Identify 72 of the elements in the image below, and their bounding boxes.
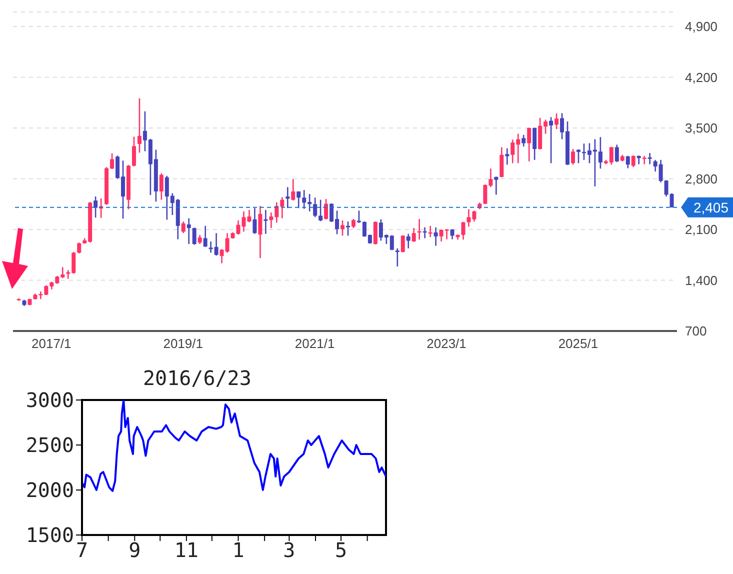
x-tick-label: 9 (128, 538, 141, 562)
x-tick-label: 2017/1 (32, 336, 72, 352)
candlestick (198, 234, 202, 245)
candlestick (318, 199, 323, 222)
y-tick-label: 700 (685, 324, 707, 339)
candlestick (505, 148, 510, 166)
candlestick (532, 126, 537, 161)
candlestick (132, 136, 136, 168)
candlestick (286, 186, 290, 209)
line-series (82, 400, 386, 492)
candlestick (554, 112, 559, 130)
y-tick-label: 4,200 (685, 70, 718, 85)
x-tick-label: 7 (76, 538, 88, 562)
candlestick (137, 98, 142, 154)
candlestick (264, 209, 268, 234)
candlestick (159, 172, 164, 200)
candlestick (522, 134, 526, 148)
y-tick-label: 1,400 (685, 272, 718, 288)
y-tick-label: 2000 (26, 478, 74, 502)
candlestick (570, 148, 575, 166)
candlestick (324, 198, 328, 220)
candlestick (500, 146, 504, 178)
candlestick (400, 234, 405, 253)
candlestick (598, 136, 602, 170)
candlestick (186, 218, 191, 245)
candlestick (351, 218, 356, 229)
candlestick (626, 155, 630, 169)
y-tick-label: 3000 (26, 388, 74, 412)
candlestick (636, 154, 641, 165)
candlestick (395, 248, 400, 268)
candlestick (181, 220, 186, 234)
chart-title: 2016/6/23 (143, 366, 252, 390)
candlestick (648, 152, 652, 165)
x-tick-label: 2025/1 (558, 336, 598, 352)
y-tick-label: 1500 (26, 523, 74, 548)
candlestick (549, 116, 554, 164)
candlestick (614, 144, 619, 163)
candlestick (313, 196, 318, 218)
candlestick (192, 227, 196, 246)
candlestick (77, 242, 82, 254)
candlestick (450, 228, 454, 240)
candlestick (642, 155, 646, 165)
x-tick-label: 5 (334, 538, 348, 562)
y-tick-label: 2,100 (685, 222, 718, 238)
x-tick-label: 2021/1 (294, 336, 335, 352)
x-tick-label: 11 (174, 538, 198, 562)
candlestick (412, 227, 416, 242)
x-tick-label: 2019/1 (163, 336, 203, 352)
y-tick-label: 3,500 (685, 120, 718, 136)
x-tick-label: 3 (283, 538, 296, 562)
candlestick (406, 233, 410, 249)
candlestick (94, 196, 98, 218)
candlestick (461, 221, 466, 240)
candlestick (373, 220, 378, 246)
y-tick-label: 2,800 (685, 171, 718, 186)
x-tick-label: 2023/1 (426, 336, 466, 352)
candlestick (203, 225, 208, 248)
candlestick (527, 126, 532, 162)
candlestick (252, 207, 257, 234)
candlestick (291, 178, 296, 202)
candlestick (631, 154, 636, 168)
y-tick-label: 2500 (26, 433, 74, 458)
x-tick-label: 1 (232, 538, 244, 562)
candlestick (258, 205, 262, 259)
ref-line-label: 2,405 (693, 199, 729, 216)
candlestick (340, 220, 345, 236)
candlestick (346, 220, 350, 236)
candlestick (494, 176, 498, 196)
candlestick (576, 148, 580, 164)
y-tick-label: 4,900 (685, 19, 718, 34)
candlestick (296, 190, 301, 209)
candlestick (434, 226, 438, 246)
